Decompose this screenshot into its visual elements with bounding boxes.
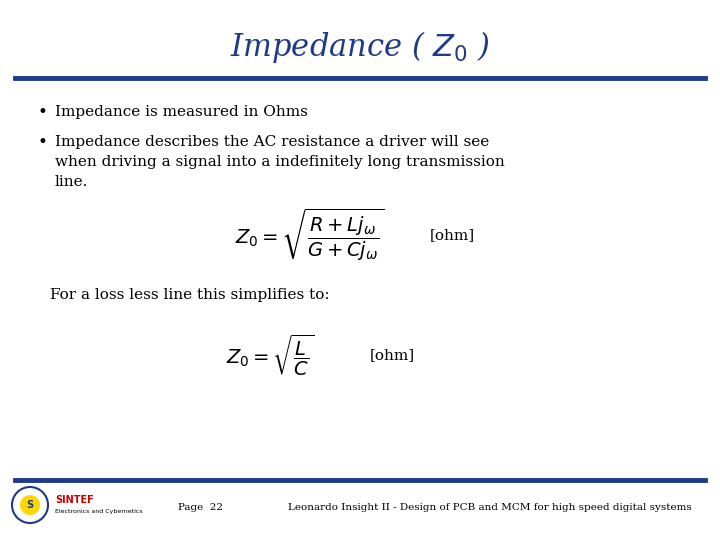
Text: [ohm]: [ohm]	[370, 348, 415, 362]
Text: For a loss less line this simplifies to:: For a loss less line this simplifies to:	[50, 288, 330, 302]
Text: Impedance ( $Z_0$ ): Impedance ( $Z_0$ )	[230, 29, 490, 65]
Text: •: •	[38, 133, 48, 151]
Text: [ohm]: [ohm]	[430, 228, 475, 242]
Text: $Z_0 = \sqrt{\dfrac{R + Lj_{\omega}}{G + Cj_{\omega}}}$: $Z_0 = \sqrt{\dfrac{R + Lj_{\omega}}{G +…	[235, 207, 384, 263]
Text: Page  22: Page 22	[178, 503, 222, 511]
Text: Leonardo Insight II - Design of PCB and MCM for high speed digital systems: Leonardo Insight II - Design of PCB and …	[288, 503, 692, 511]
Text: •: •	[38, 103, 48, 121]
Text: Impedance describes the AC resistance a driver will see: Impedance describes the AC resistance a …	[55, 135, 490, 149]
Text: $Z_0 = \sqrt{\dfrac{L}{C}}$: $Z_0 = \sqrt{\dfrac{L}{C}}$	[226, 332, 314, 377]
Text: Impedance is measured in Ohms: Impedance is measured in Ohms	[55, 105, 308, 119]
Text: Electronics and Cybernetics: Electronics and Cybernetics	[55, 510, 143, 515]
Text: SINTEF: SINTEF	[55, 495, 94, 505]
Text: S: S	[27, 500, 34, 510]
Circle shape	[20, 495, 40, 515]
Text: when driving a signal into a indefinitely long transmission: when driving a signal into a indefinitel…	[55, 155, 505, 169]
Text: line.: line.	[55, 175, 89, 189]
